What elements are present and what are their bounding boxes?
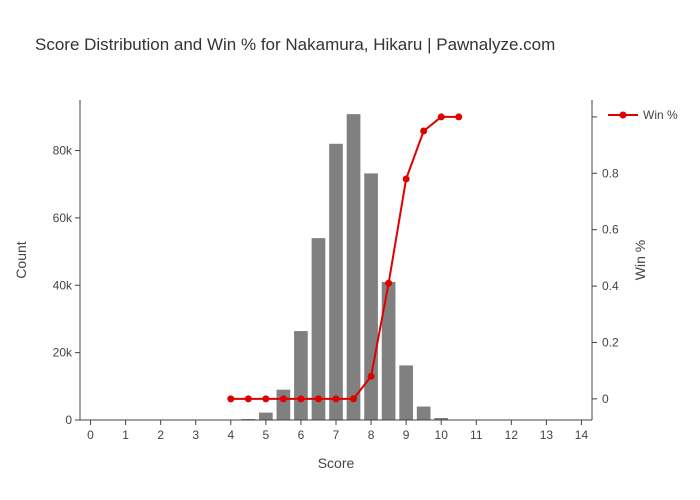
x-tick-label: 3 xyxy=(192,428,199,442)
y2-tick-label: 0 xyxy=(602,392,609,406)
legend-marker-swatch xyxy=(619,111,627,119)
bar-7-5 xyxy=(346,114,361,421)
x-tick-label: 11 xyxy=(470,428,483,442)
x-tick-label: 13 xyxy=(540,428,554,442)
y-axis-title: Count xyxy=(13,241,29,278)
bar-5-5 xyxy=(276,389,291,420)
bar-6 xyxy=(294,331,308,420)
x-tick-label: 4 xyxy=(227,428,234,442)
y-tick-label: 20k xyxy=(53,346,73,360)
win-percent-point xyxy=(297,395,305,403)
y2-tick-label: 0.6 xyxy=(602,223,619,237)
bar-9 xyxy=(399,365,413,420)
legend[interactable]: Win % xyxy=(608,108,678,122)
win-percent-line xyxy=(230,115,459,400)
y-tick-label: 0 xyxy=(65,413,72,427)
bars xyxy=(241,114,449,421)
win-percent-point xyxy=(402,175,410,183)
y-tick-label: 60k xyxy=(53,211,73,225)
y-tick-label: 80k xyxy=(53,144,73,158)
x-tick-label: 6 xyxy=(298,428,305,442)
y2-tick-label: 0.4 xyxy=(602,279,619,293)
y2-tick-label: 0.2 xyxy=(602,335,619,349)
bar-9-5 xyxy=(416,406,431,420)
x-tick-label: 10 xyxy=(435,428,449,442)
bar-4-5 xyxy=(241,418,256,420)
x-tick-label: 0 xyxy=(87,428,94,442)
win-percent-point xyxy=(367,372,375,380)
win-percent-point xyxy=(455,113,463,121)
legend-label-win-percent: Win % xyxy=(643,108,678,122)
x-tick-label: 12 xyxy=(505,428,519,442)
bar-10 xyxy=(434,417,449,420)
x-tick-label: 7 xyxy=(333,428,340,442)
x-tick-label: 8 xyxy=(368,428,375,442)
bar-5 xyxy=(259,412,273,420)
y2-tick-label: 0.8 xyxy=(602,166,619,180)
y-tick-label: 40k xyxy=(53,278,73,292)
y2-axis-title: Win % xyxy=(632,240,648,280)
x-tick-label: 14 xyxy=(575,428,589,442)
x-tick-label: 9 xyxy=(403,428,410,442)
win-percent-point xyxy=(262,395,270,403)
win-percent-line-layer xyxy=(227,113,463,403)
win-percent-point xyxy=(350,395,358,403)
win-percent-point xyxy=(437,113,445,121)
bar-8-5 xyxy=(381,281,396,420)
win-percent-point xyxy=(227,395,235,403)
x-tick-label: 5 xyxy=(263,428,270,442)
win-percent-point xyxy=(314,395,322,403)
win-percent-point xyxy=(332,395,340,403)
win-percent-point xyxy=(420,127,428,135)
x-tick-label: 2 xyxy=(157,428,164,442)
win-percent-point xyxy=(385,279,393,287)
axes: 0 1 2 3 4 5 6 7 8 9 10 11 12 13 14020k40k60k80k00.20.4… xyxy=(53,100,619,442)
x-axis-title: Score xyxy=(318,455,355,471)
x-tick-label: 1 xyxy=(122,428,129,442)
win-percent-point xyxy=(244,395,252,403)
chart-title: Score Distribution and Win % for Nakamur… xyxy=(35,35,555,54)
win-percent-point xyxy=(279,395,287,403)
bar-7 xyxy=(329,143,343,421)
bar-6-5 xyxy=(311,238,326,420)
